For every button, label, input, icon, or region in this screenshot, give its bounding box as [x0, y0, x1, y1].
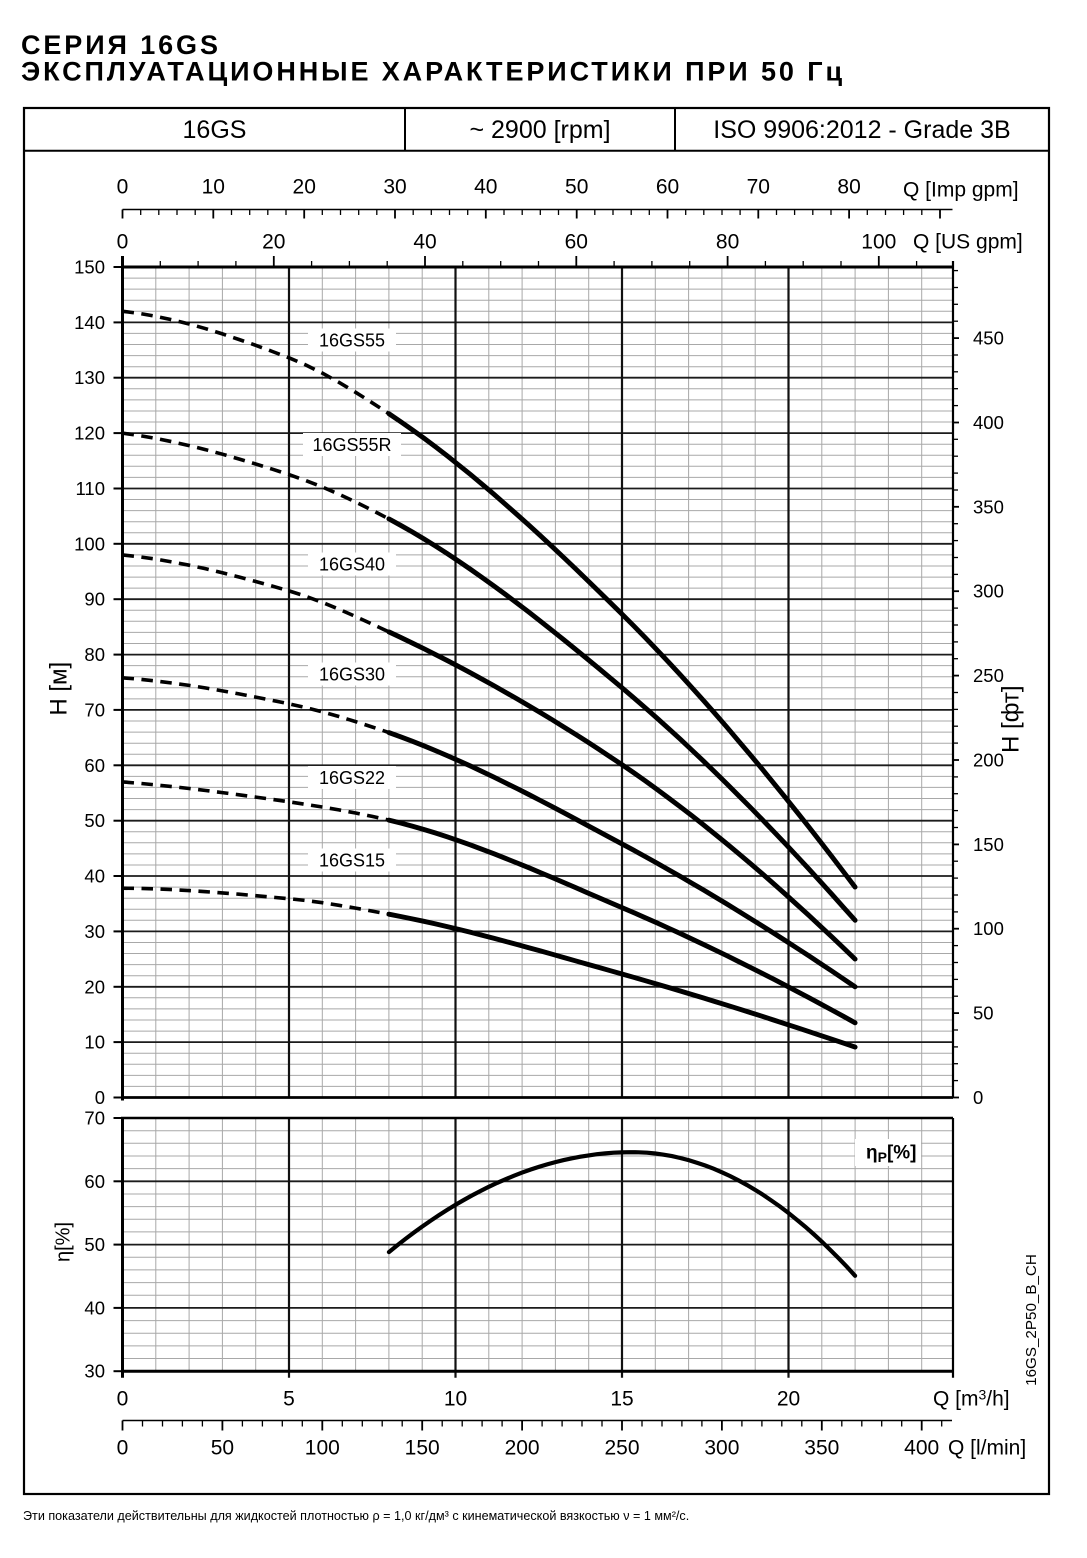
svg-text:200: 200 [505, 1437, 540, 1460]
svg-text:50: 50 [84, 1234, 105, 1255]
svg-text:Q [Imp gpm]: Q [Imp gpm] [903, 179, 1019, 202]
svg-text:100: 100 [973, 918, 1004, 939]
svg-text:80: 80 [837, 176, 860, 199]
svg-text:20: 20 [777, 1388, 800, 1411]
svg-text:16GS22: 16GS22 [319, 768, 385, 788]
svg-text:200: 200 [973, 750, 1004, 771]
svg-text:16GS15: 16GS15 [319, 851, 385, 871]
svg-text:ηP[%]: ηP[%] [866, 1143, 917, 1166]
svg-text:70: 70 [84, 1108, 105, 1129]
svg-text:400: 400 [973, 412, 1004, 433]
svg-text:80: 80 [84, 644, 105, 665]
svg-text:H [м]: H [м] [46, 662, 73, 716]
svg-text:300: 300 [704, 1437, 739, 1460]
svg-text:300: 300 [973, 581, 1004, 602]
svg-text:40: 40 [84, 1297, 105, 1318]
svg-text:16GS40: 16GS40 [319, 555, 385, 575]
svg-text:0: 0 [117, 231, 129, 254]
svg-text:0: 0 [117, 1388, 129, 1411]
svg-text:16GS30: 16GS30 [319, 665, 385, 685]
svg-text:150: 150 [405, 1437, 440, 1460]
svg-text:350: 350 [804, 1437, 839, 1460]
svg-text:150: 150 [74, 257, 105, 278]
svg-text:16GS_2P50_B_CH: 16GS_2P50_B_CH [1023, 1254, 1040, 1386]
svg-text:Q [US gpm]: Q [US gpm] [913, 231, 1023, 254]
svg-text:80: 80 [716, 231, 739, 254]
svg-text:350: 350 [973, 496, 1004, 517]
svg-text:ЭКСПЛУАТАЦИОННЫЕ ХАРАКТЕРИСТИК: ЭКСПЛУАТАЦИОННЫЕ ХАРАКТЕРИСТИКИ ПРИ 50 Г… [21, 57, 845, 87]
svg-text:140: 140 [74, 312, 105, 333]
svg-text:120: 120 [74, 423, 105, 444]
svg-text:10: 10 [84, 1032, 105, 1053]
svg-text:70: 70 [747, 176, 770, 199]
svg-text:Q [l/min]: Q [l/min] [948, 1437, 1026, 1460]
svg-text:η[%]: η[%] [52, 1222, 74, 1262]
svg-text:100: 100 [74, 533, 105, 554]
svg-text:30: 30 [84, 921, 105, 942]
svg-text:110: 110 [76, 478, 106, 499]
svg-text:40: 40 [84, 866, 105, 887]
svg-text:Эти показатели действительны д: Эти показатели действительны для жидкост… [23, 1509, 689, 1523]
svg-text:130: 130 [74, 367, 105, 388]
svg-text:450: 450 [973, 328, 1004, 349]
svg-text:16GS: 16GS [183, 116, 247, 144]
svg-text:70: 70 [84, 699, 105, 720]
svg-text:20: 20 [262, 231, 285, 254]
svg-text:50: 50 [84, 810, 105, 831]
svg-text:40: 40 [413, 231, 436, 254]
svg-text:0: 0 [95, 1087, 105, 1108]
svg-text:10: 10 [202, 176, 225, 199]
svg-text:5: 5 [283, 1388, 295, 1411]
svg-text:250: 250 [973, 665, 1004, 686]
svg-text:40: 40 [474, 176, 497, 199]
svg-text:0: 0 [117, 176, 129, 199]
svg-text:0: 0 [973, 1087, 983, 1108]
svg-text:0: 0 [117, 1437, 129, 1460]
svg-text:50: 50 [211, 1437, 234, 1460]
svg-text:Q [m3/h]: Q [m3/h] [933, 1387, 1010, 1411]
svg-text:250: 250 [604, 1437, 639, 1460]
svg-text:60: 60 [565, 231, 588, 254]
svg-text:100: 100 [861, 231, 896, 254]
svg-text:400: 400 [904, 1437, 939, 1460]
svg-text:100: 100 [305, 1437, 340, 1460]
svg-text:20: 20 [84, 976, 105, 997]
svg-text:60: 60 [656, 176, 679, 199]
svg-text:ISO 9906:2012 - Grade 3B: ISO 9906:2012 - Grade 3B [713, 116, 1010, 144]
svg-text:90: 90 [84, 589, 105, 610]
svg-text:~ 2900 [rpm]: ~ 2900 [rpm] [469, 116, 610, 144]
svg-text:10: 10 [444, 1388, 467, 1411]
svg-text:30: 30 [84, 1361, 105, 1382]
svg-text:30: 30 [383, 176, 406, 199]
svg-text:15: 15 [610, 1388, 633, 1411]
svg-text:150: 150 [973, 834, 1004, 855]
svg-text:60: 60 [84, 1171, 105, 1192]
svg-text:H [фт]: H [фт] [998, 685, 1025, 753]
svg-text:60: 60 [84, 755, 105, 776]
svg-text:20: 20 [293, 176, 316, 199]
svg-text:СЕРИЯ 16GS: СЕРИЯ 16GS [21, 30, 221, 60]
svg-text:50: 50 [973, 1003, 994, 1024]
svg-text:50: 50 [565, 176, 588, 199]
svg-text:16GS55R: 16GS55R [312, 435, 391, 455]
svg-text:16GS55: 16GS55 [319, 331, 385, 351]
